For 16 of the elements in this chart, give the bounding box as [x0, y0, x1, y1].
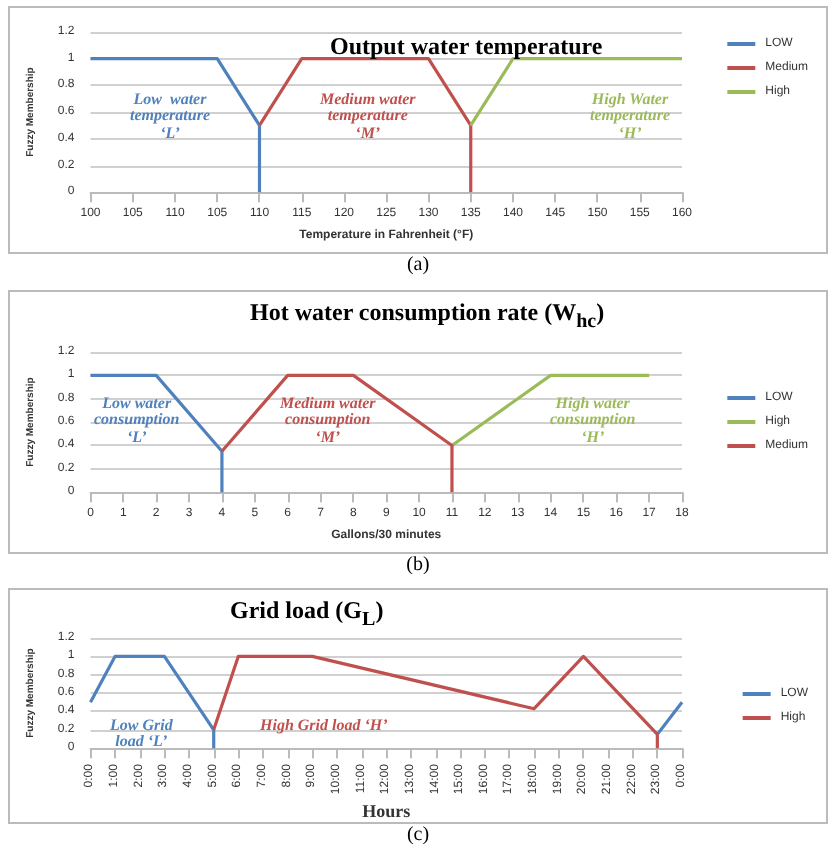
chart-title: Hot water consumption rate (W$_{hc}$) — [250, 298, 605, 333]
chart-title: Output water temperature — [330, 32, 603, 62]
annotation: Low water temperature ‘L’ — [130, 90, 210, 143]
text: (a) — [404, 254, 432, 276]
x-axis-title: Hours — [362, 801, 412, 821]
line-series — [220, 373, 454, 494]
chart-title: Grid load (G$_{L}$) — [230, 596, 384, 631]
text: (b) — [404, 554, 432, 576]
annotation: Medium water temperature ‘M’ — [320, 90, 416, 143]
annotation: Low water consumption ‘L’ — [94, 394, 180, 447]
annotation: Medium water consumption ‘M’ — [280, 394, 376, 447]
annotation: High Grid load ‘H’ — [260, 716, 388, 735]
annotation: High Water temperature ‘H’ — [590, 90, 670, 143]
annotation: Low Grid load ‘L’ — [110, 716, 173, 752]
annotation: High water consumption ‘H’ — [550, 394, 636, 447]
text: (c) — [404, 824, 432, 846]
